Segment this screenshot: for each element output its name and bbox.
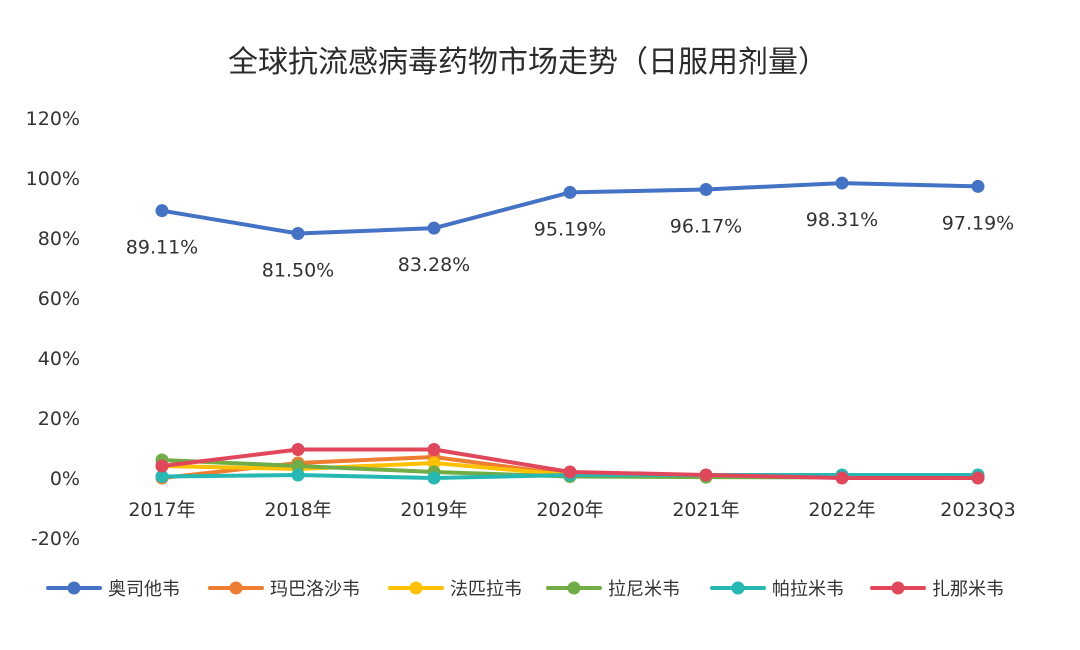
data-point xyxy=(427,443,441,456)
data-point xyxy=(563,465,577,479)
data-point xyxy=(155,204,169,218)
data-label: 97.19% xyxy=(942,212,1014,234)
x-tick-label: 2021年 xyxy=(672,499,739,521)
legend-swatch-marker xyxy=(409,581,423,595)
data-point xyxy=(155,459,169,473)
data-point xyxy=(155,470,169,483)
data-label: 96.17% xyxy=(670,215,742,237)
legend-label: 玛巴洛沙韦 xyxy=(270,579,360,600)
y-tick-label: 20% xyxy=(38,408,80,430)
data-point xyxy=(699,468,713,482)
x-tick-label: 2022年 xyxy=(808,499,875,521)
y-tick-label: 0% xyxy=(50,468,80,490)
legend-label: 拉尼米韦 xyxy=(608,579,680,600)
y-tick-label: 80% xyxy=(38,228,80,250)
data-point xyxy=(563,185,577,199)
y-tick-label: 40% xyxy=(38,348,80,370)
legend-label: 奥司他韦 xyxy=(108,579,180,600)
x-tick-label: 2023Q3 xyxy=(940,499,1015,521)
legend-swatch-marker xyxy=(731,581,745,595)
x-tick-label: 2018年 xyxy=(264,499,331,521)
series-points xyxy=(155,176,985,485)
x-axis-ticks: 2017年 2018年 2019年 2020年 2021年 2022年 2023Q3 xyxy=(128,499,1015,521)
data-point xyxy=(835,176,849,190)
legend-label: 扎那米韦 xyxy=(932,579,1004,600)
data-point xyxy=(971,179,985,193)
legend-label: 法匹拉韦 xyxy=(450,579,522,600)
x-tick-label: 2019年 xyxy=(400,499,467,521)
data-point xyxy=(835,471,849,485)
data-point xyxy=(291,443,305,456)
y-tick-label: -20% xyxy=(31,528,80,550)
legend-label: 帕拉米韦 xyxy=(772,579,844,600)
data-point xyxy=(427,456,441,470)
legend-swatch-marker xyxy=(567,581,581,595)
legend-swatch-marker xyxy=(229,581,243,595)
data-label: 81.50% xyxy=(262,260,334,282)
data-label: 98.31% xyxy=(806,209,878,231)
y-tick-label: 60% xyxy=(38,288,80,310)
x-tick-label: 2020年 xyxy=(536,499,603,521)
x-tick-label: 2017年 xyxy=(128,499,195,521)
data-label: 95.19% xyxy=(534,218,606,240)
data-point xyxy=(291,227,305,240)
data-point xyxy=(427,221,441,235)
legend-swatch-marker xyxy=(67,581,81,595)
y-tick-label: 100% xyxy=(26,168,80,190)
chart-title: 全球抗流感病毒药物市场走势（日服用剂量） xyxy=(228,45,828,80)
data-point xyxy=(291,468,305,482)
y-axis-ticks: -20% 0% 20% 40% 60% 80% 100% 120% xyxy=(26,108,80,550)
data-point xyxy=(971,471,985,485)
legend-swatch-marker xyxy=(891,581,905,595)
data-point xyxy=(291,459,305,473)
data-point xyxy=(427,471,441,485)
y-tick-label: 120% xyxy=(26,108,80,130)
data-labels: 89.11% 81.50% 83.28% 95.19% 96.17% 98.31% 97.1… xyxy=(126,209,1014,281)
legend: 奥司他韦 玛巴洛沙韦 法匹拉韦 拉尼米韦 帕拉米韦 扎那米韦 xyxy=(46,579,1004,600)
data-point xyxy=(699,182,713,196)
data-label: 89.11% xyxy=(126,237,198,259)
data-label: 83.28% xyxy=(398,254,470,276)
